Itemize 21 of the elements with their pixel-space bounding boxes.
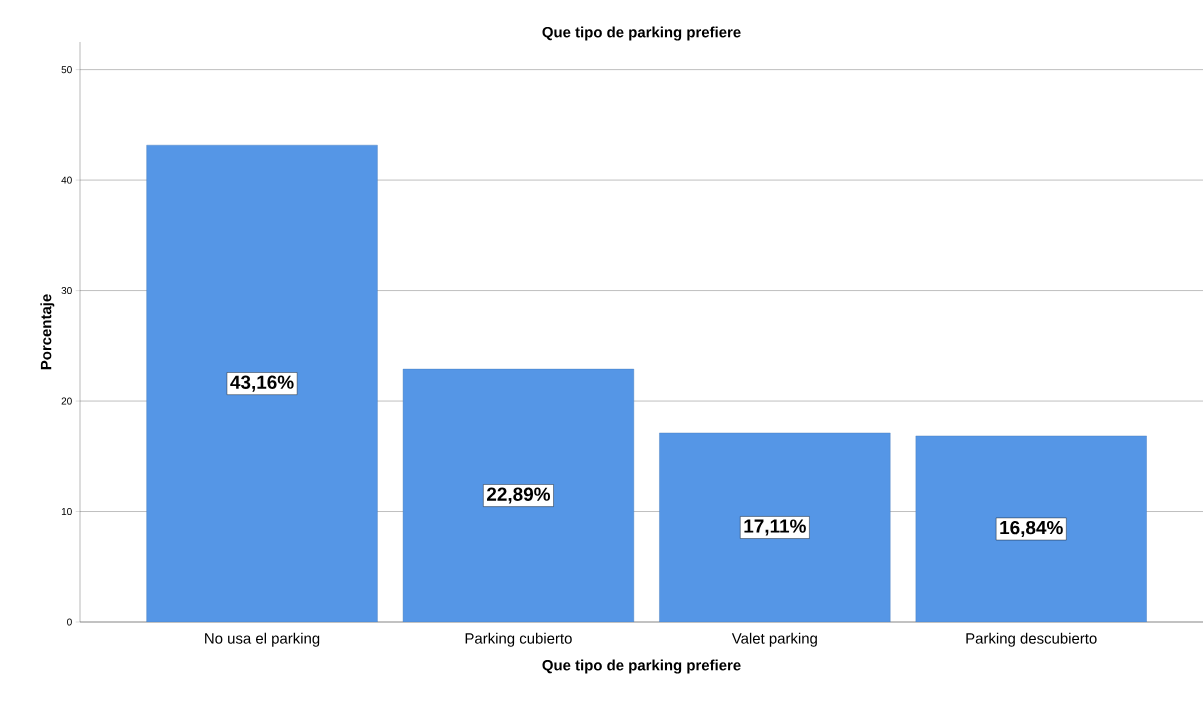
y-axis-title: Porcentaje xyxy=(40,294,55,370)
y-tick-label: 30 xyxy=(61,287,72,295)
y-tick-label: 20 xyxy=(61,397,72,405)
bar xyxy=(915,435,1147,622)
x-tick-label: No usa el parking xyxy=(205,632,320,647)
data-label: 16,84% xyxy=(1000,520,1063,538)
x-axis-title: Que tipo de parking prefiere xyxy=(542,659,741,674)
y-tick-label: 40 xyxy=(61,176,72,184)
y-tick-label: 10 xyxy=(61,508,72,516)
bar xyxy=(146,144,378,622)
x-tick-label: Parking cubierto xyxy=(465,632,572,647)
y-tick-label: 50 xyxy=(61,66,72,74)
data-label: 17,11% xyxy=(744,519,806,536)
bar xyxy=(402,368,635,622)
data-label: 22,89% xyxy=(487,487,551,504)
chart-title: Que tipo de parking prefiere xyxy=(542,26,741,41)
x-tick-label: Parking descubierto xyxy=(966,632,1097,647)
bar xyxy=(659,432,891,622)
data-label: 43,16% xyxy=(230,375,294,392)
y-tick-label: 0 xyxy=(67,618,72,626)
x-tick-label: Valet parking xyxy=(731,632,817,647)
